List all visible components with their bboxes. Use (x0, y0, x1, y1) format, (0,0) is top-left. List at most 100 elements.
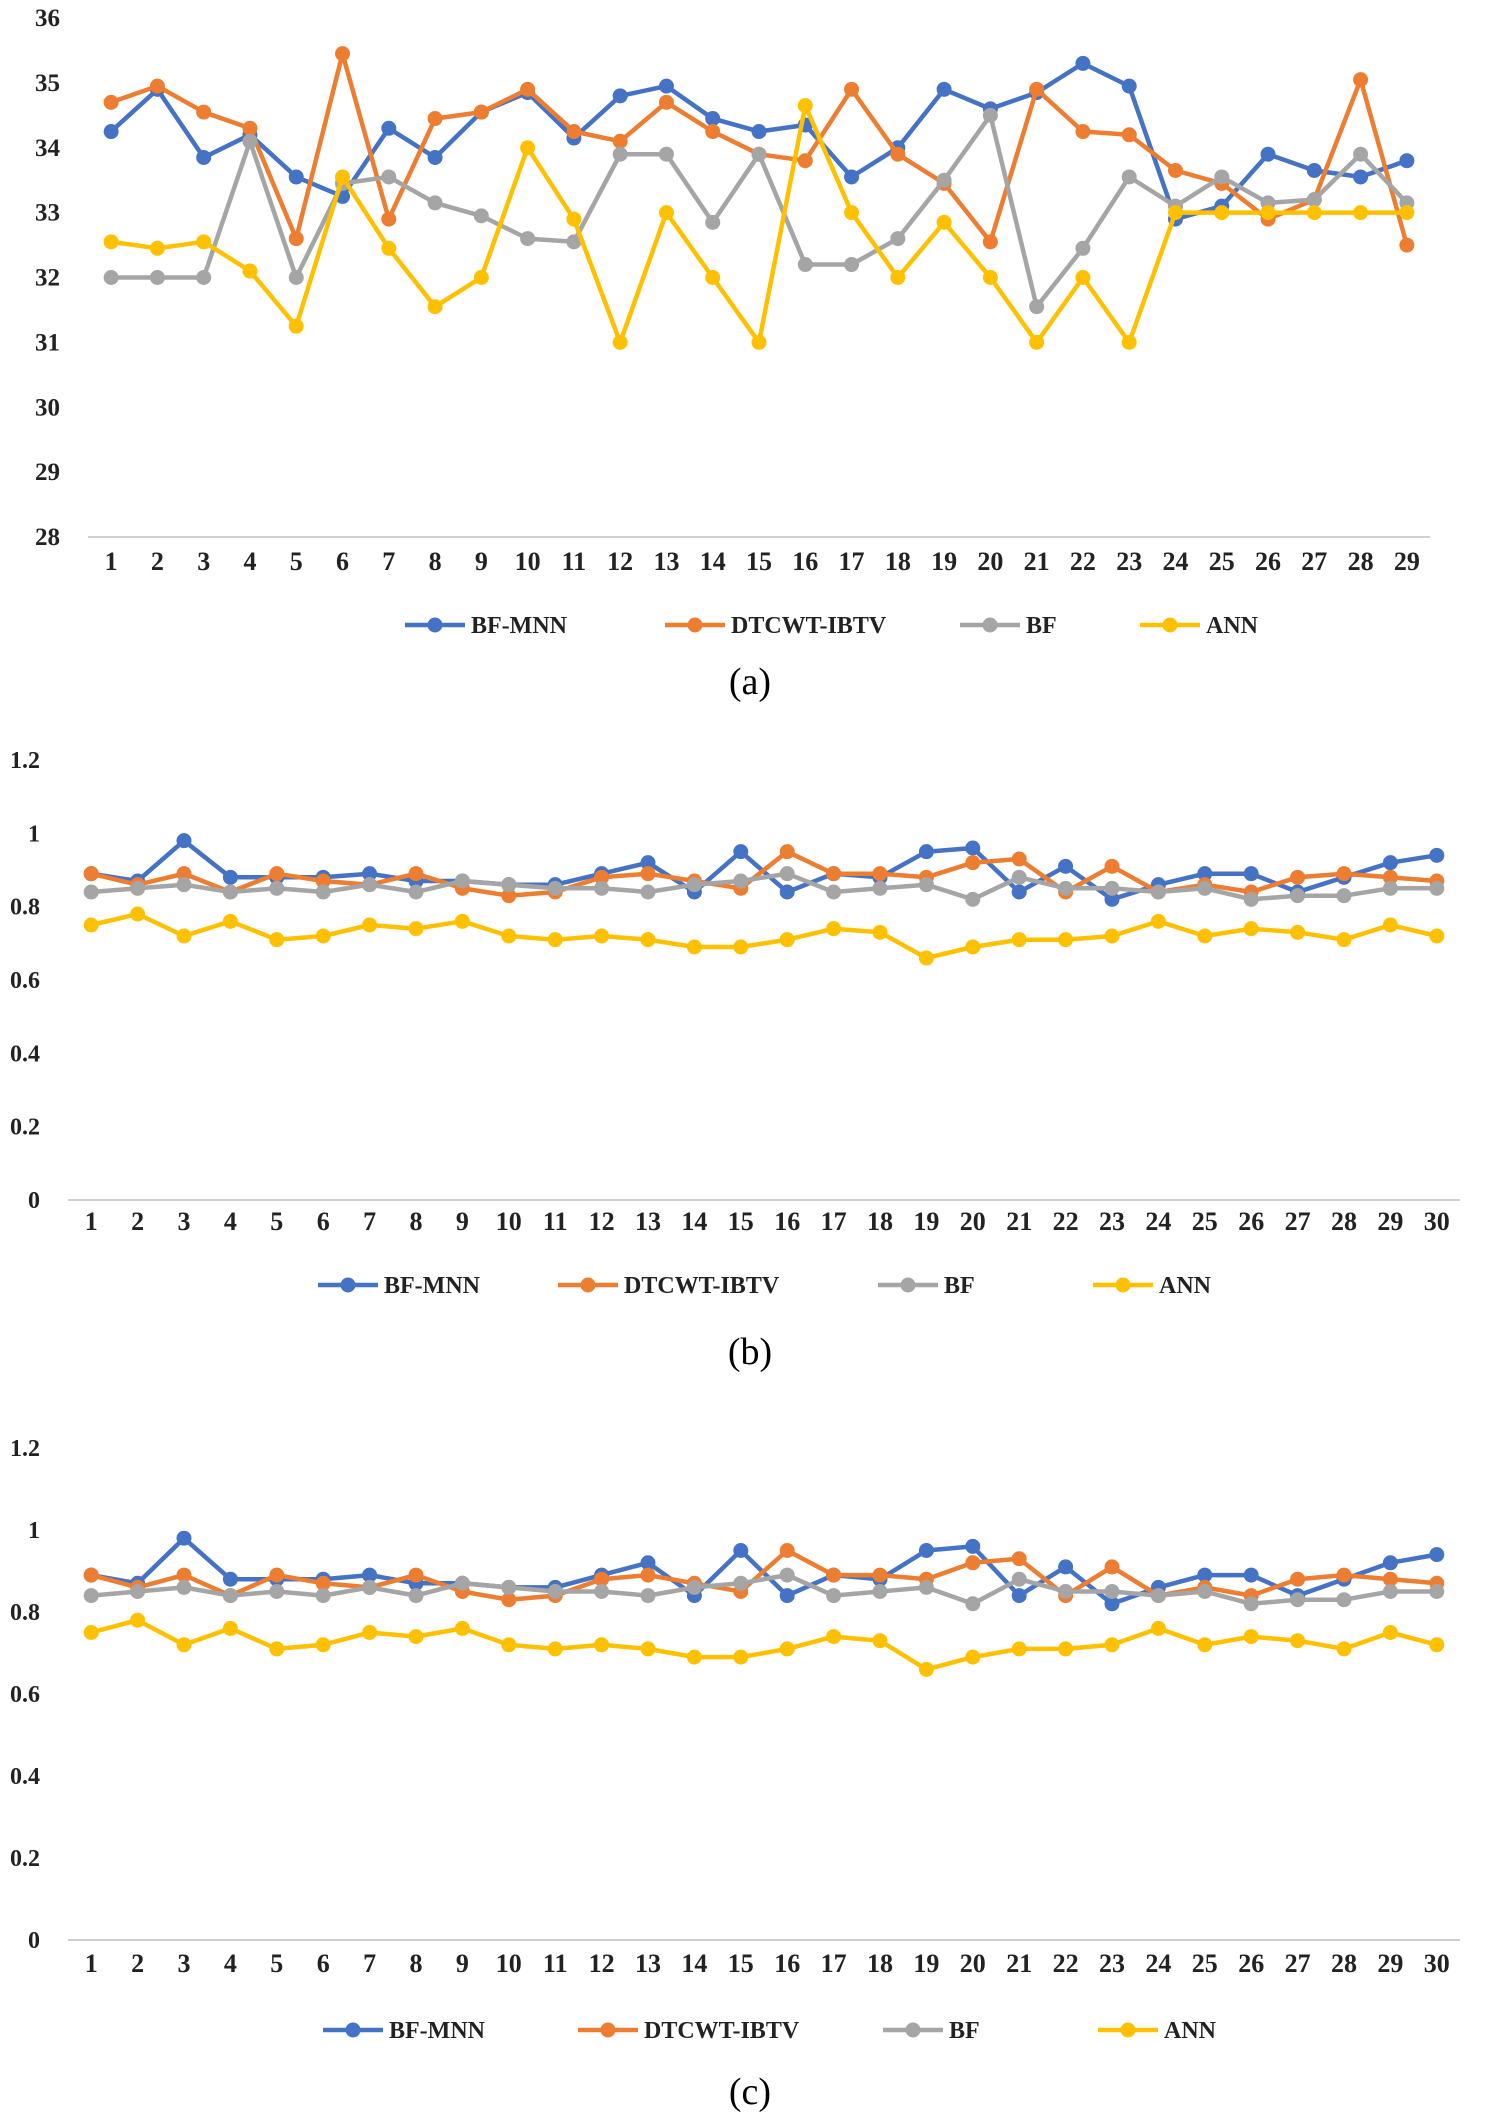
x-tick-label: 8 (429, 547, 442, 576)
legend-item: BF-MNN (405, 613, 568, 639)
data-point (733, 844, 749, 860)
data-point (501, 1579, 517, 1595)
x-tick-label: 24 (1145, 1949, 1171, 1978)
data-point (1382, 1571, 1398, 1587)
legend-swatch-marker (580, 1277, 596, 1293)
data-point (242, 120, 258, 136)
data-point (1429, 1637, 1445, 1653)
series-ann (103, 98, 1415, 350)
data-point (640, 884, 656, 900)
data-point (1399, 237, 1415, 253)
legend-swatch-marker (340, 1277, 356, 1293)
x-tick-label: 26 (1238, 1207, 1264, 1236)
data-point (779, 884, 795, 900)
data-point (733, 1543, 749, 1558)
data-point (1058, 1641, 1074, 1657)
data-point (196, 270, 212, 285)
legend-item: BF-MNN (323, 2018, 486, 2044)
data-point (640, 1588, 656, 1604)
data-point (1290, 888, 1306, 904)
legend-label: BF (1026, 613, 1057, 639)
data-point (1382, 1555, 1398, 1571)
legend-item: BF (883, 2018, 980, 2044)
x-tick-label: 2 (151, 547, 164, 576)
x-tick-label: 15 (746, 547, 772, 576)
data-point (1104, 880, 1120, 896)
data-point (1121, 127, 1137, 143)
data-point (408, 1588, 424, 1604)
data-point (872, 1584, 888, 1599)
x-tick-label: 17 (821, 1949, 847, 1978)
data-point (797, 98, 813, 114)
data-point (196, 234, 212, 250)
data-point (222, 1588, 238, 1604)
data-point (176, 928, 192, 944)
data-point (1197, 1567, 1213, 1583)
y-tick-label: 34 (35, 135, 61, 162)
data-point (315, 873, 331, 889)
x-tick-label: 2 (131, 1949, 144, 1978)
data-point (1353, 169, 1369, 185)
caption-c: (c) (728, 2071, 772, 2113)
data-point (658, 146, 674, 162)
data-point (130, 906, 146, 922)
y-tick-label: 0.2 (10, 1115, 40, 1141)
data-point (918, 877, 934, 893)
data-point (520, 81, 536, 97)
data-point (751, 146, 767, 162)
series-bf-mnn (103, 55, 1415, 227)
legend-item: BF-MNN (318, 1273, 481, 1299)
data-point (1011, 1571, 1027, 1587)
data-point (1058, 1559, 1074, 1575)
series-line (90, 1548, 1437, 1602)
data-point (473, 104, 489, 120)
x-tick-label: 7 (363, 1949, 376, 1978)
legend-label: BF-MNN (384, 1273, 481, 1299)
data-point (844, 169, 860, 185)
data-point (612, 88, 628, 104)
legend-label: ANN (1206, 613, 1259, 639)
data-point (566, 211, 582, 227)
data-point (705, 124, 721, 140)
x-tick-label: 20 (960, 1207, 986, 1236)
legend-swatch-marker (600, 2022, 616, 2038)
legend-item: BF (960, 613, 1057, 639)
data-point (408, 1629, 424, 1645)
x-tick-label: 7 (363, 1207, 376, 1236)
series-line (90, 1617, 1438, 1672)
data-point (1075, 55, 1091, 71)
data-point (1429, 880, 1445, 896)
data-point (1243, 1567, 1259, 1583)
x-tick-label: 17 (821, 1207, 847, 1236)
data-point (1306, 162, 1322, 178)
data-point (965, 1555, 981, 1571)
data-point (1306, 205, 1322, 221)
x-tick-label: 9 (456, 1949, 469, 1978)
legend: BF-MNN DTCWT-IBTV BF ANN (323, 2018, 1217, 2044)
data-point (547, 1584, 563, 1599)
legend-swatch-marker (1162, 617, 1178, 633)
data-point (1382, 1625, 1398, 1640)
data-point (779, 1588, 795, 1604)
data-point (751, 124, 767, 140)
data-point (501, 888, 517, 904)
data-point (779, 844, 795, 860)
data-point (103, 94, 119, 110)
data-point (1104, 1637, 1120, 1653)
data-point (705, 214, 721, 230)
legend-item: ANN (1093, 1273, 1212, 1299)
x-tick-label: 18 (885, 547, 911, 576)
data-point (408, 866, 424, 882)
data-point (872, 924, 888, 940)
data-point (362, 1567, 378, 1583)
data-point (1214, 205, 1230, 221)
data-point (640, 1641, 656, 1657)
data-point (872, 880, 888, 896)
data-point (315, 884, 331, 900)
x-tick-label: 1 (105, 547, 118, 576)
data-point (1104, 928, 1120, 944)
data-point (1336, 1592, 1352, 1608)
data-point (1058, 1584, 1074, 1599)
data-point (1429, 928, 1445, 944)
data-point (1011, 1551, 1027, 1567)
